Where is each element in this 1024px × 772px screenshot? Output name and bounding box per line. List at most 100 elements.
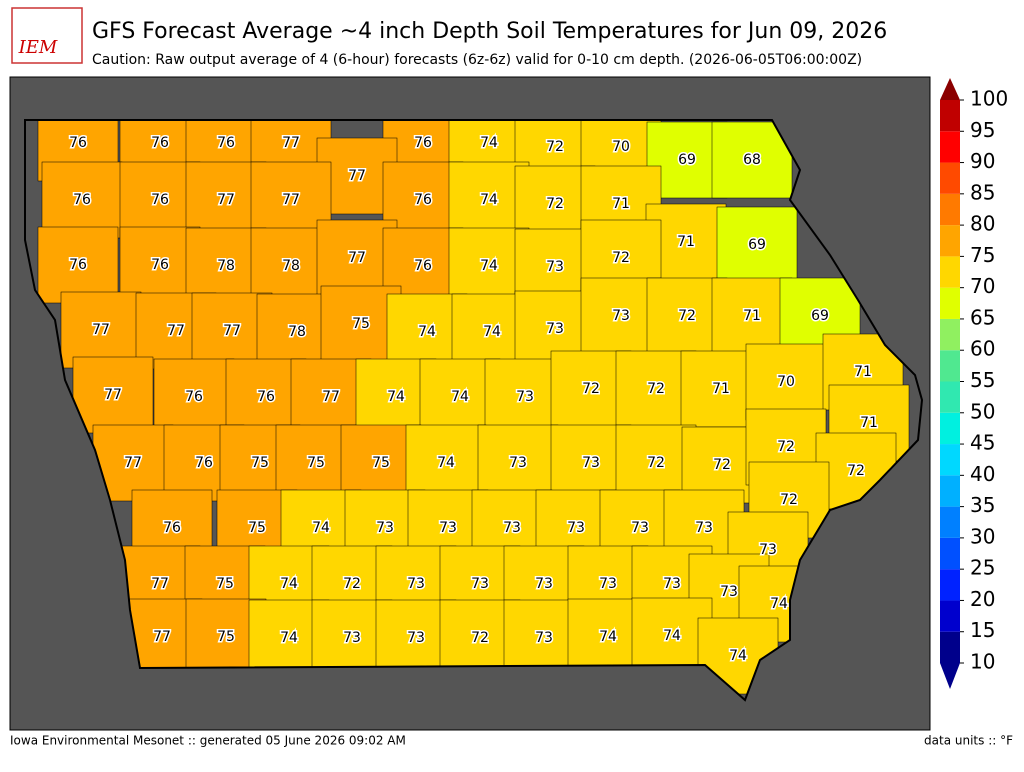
county-value: 77 (92, 322, 110, 338)
county-value: 76 (414, 192, 432, 208)
county-value: 77 (153, 629, 171, 645)
county-value: 73 (439, 520, 457, 536)
county-value: 73 (720, 584, 738, 600)
colorbar-bin (940, 631, 960, 663)
county-value: 69 (678, 152, 696, 168)
county-value: 76 (185, 389, 203, 405)
county-value: 73 (663, 576, 681, 592)
county (37, 226, 119, 304)
county-value: 75 (217, 629, 235, 645)
state-outline (24, 119, 924, 702)
county-value: 73 (343, 630, 361, 646)
county (60, 291, 142, 369)
county-value: 74 (387, 389, 405, 405)
county (711, 121, 793, 199)
footer-right: data units :: °F (924, 734, 1013, 748)
colorbar-bin (940, 537, 960, 570)
county-value: 73 (503, 520, 521, 536)
county-value: 71 (854, 364, 872, 380)
county-value: 73 (759, 542, 777, 558)
county-value: 76 (69, 135, 87, 151)
county-value: 76 (257, 389, 275, 405)
county-value: 72 (647, 455, 665, 471)
county-value: 74 (280, 630, 298, 646)
county (153, 358, 235, 436)
footer-left: Iowa Environmental Mesonet :: generated … (10, 734, 406, 748)
county-value: 76 (73, 192, 91, 208)
county-value: 74 (312, 520, 330, 536)
county-value: 70 (777, 374, 795, 390)
county-value: 72 (546, 139, 564, 155)
county-value: 74 (663, 628, 681, 644)
county-value: 75 (372, 455, 390, 471)
colorbar-bin (940, 600, 960, 632)
county-value: 74 (729, 648, 747, 664)
county-value: 74 (280, 576, 298, 592)
colorbar-bin (940, 100, 960, 132)
county-value: 73 (407, 630, 425, 646)
county-value: 74 (770, 596, 788, 612)
county-value: 68 (743, 152, 761, 168)
colorbar-label: 80 (970, 212, 995, 236)
colorbar-bin (940, 412, 960, 445)
county-value: 76 (414, 258, 432, 274)
county-value: 73 (535, 576, 553, 592)
county-value: 71 (677, 234, 695, 250)
county (716, 206, 798, 284)
county-value: 73 (612, 308, 630, 324)
county-value: 77 (124, 455, 142, 471)
county-value: 72 (678, 308, 696, 324)
colorbar-label: 10 (970, 650, 995, 674)
county-value: 71 (860, 415, 878, 431)
county-value: 73 (631, 520, 649, 536)
county-value: 74 (480, 192, 498, 208)
county-value: 78 (217, 258, 235, 274)
county-value: 73 (546, 321, 564, 337)
county-value: 77 (322, 389, 340, 405)
county (477, 424, 559, 502)
county-value: 72 (612, 250, 630, 266)
county-value: 73 (376, 520, 394, 536)
county-value: 75 (248, 520, 266, 536)
county-value: 74 (437, 455, 455, 471)
colorbar-label: 65 (970, 305, 995, 329)
county-value: 77 (223, 323, 241, 339)
colorbar-label: 60 (970, 337, 995, 361)
colorbar-bin (940, 444, 960, 476)
map-counties (37, 120, 910, 695)
county (72, 356, 154, 434)
colorbar-over (940, 78, 960, 100)
colorbar-label: 70 (970, 274, 995, 298)
county-value: 73 (599, 576, 617, 592)
colorbar-label: 50 (970, 399, 995, 423)
colorbar-label: 35 (970, 493, 995, 517)
county-value: 73 (546, 259, 564, 275)
county-value: 72 (546, 196, 564, 212)
county-value: 77 (282, 135, 300, 151)
colorbar-label: 100 (970, 87, 1008, 111)
county (711, 277, 793, 355)
county-value: 73 (516, 389, 534, 405)
county-value: 76 (414, 135, 432, 151)
county-value: 77 (217, 192, 235, 208)
county-value: 71 (712, 381, 730, 397)
county (405, 424, 487, 502)
colorbar-bin (940, 162, 960, 194)
county-value: 72 (647, 381, 665, 397)
county-value: 77 (348, 168, 366, 184)
county-value: 74 (418, 324, 436, 340)
county-value: 77 (282, 192, 300, 208)
county-value: 72 (780, 492, 798, 508)
colorbar-bin (940, 131, 960, 163)
county-value: 72 (471, 630, 489, 646)
county-value: 72 (343, 576, 361, 592)
colorbar-label: 75 (970, 243, 995, 267)
county-value: 72 (847, 463, 865, 479)
colorbar-bin (940, 350, 960, 382)
county-value: 75 (251, 455, 269, 471)
colorbar-label: 25 (970, 556, 995, 580)
county-value: 75 (216, 576, 234, 592)
county-labels: 76 76 76 77 76 74 72 70 69 68 77 76 76 77 77 76 74 72 71 71… (68, 134, 880, 666)
subtitle: Caution: Raw output average of 4 (6-hour… (92, 52, 862, 68)
